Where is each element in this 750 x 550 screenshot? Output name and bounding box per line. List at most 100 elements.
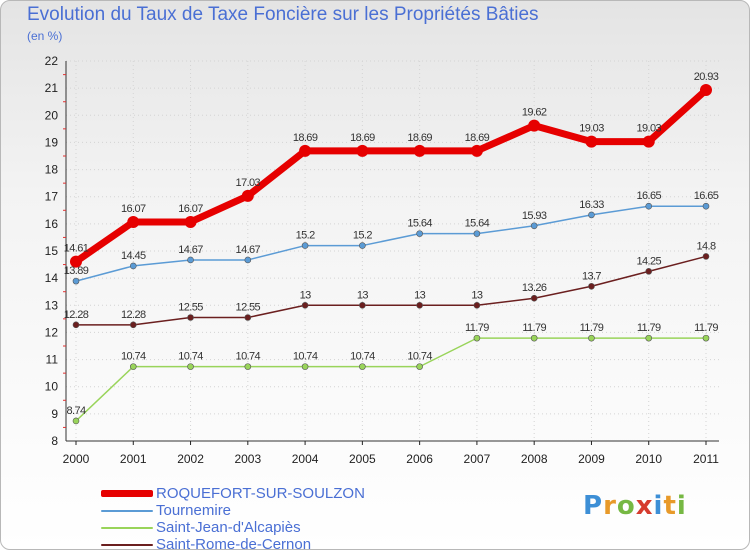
legend-item-roquefort[interactable]: ROQUEFORT-SUR-SOULZON [101,485,421,502]
axes [65,61,719,442]
chart-title: Evolution du Taux de Taxe Foncière sur l… [27,4,539,25]
chart-subtitle: (en %) [27,29,63,43]
data-point [530,294,538,302]
data-label: 14.67 [236,244,261,256]
data-point [702,253,710,260]
data-point [187,256,194,264]
data-label: 16.65 [694,190,719,202]
data-point [129,363,137,370]
series-line-0 [72,86,710,266]
data-point [642,135,655,148]
data-label: 15.64 [465,218,490,230]
y-tick-label: 15 [45,244,59,258]
data-label: 13.89 [64,265,89,277]
data-point [241,189,254,202]
data-point [702,202,710,210]
data-point [184,215,197,228]
data-label: 14.8 [696,240,715,252]
data-point [299,144,312,157]
legend-label: Saint-Jean-d'Alcapiès [156,519,301,536]
x-tick-label: 2002 [177,452,204,466]
grid-lines [66,60,719,442]
data-point [645,334,653,342]
data-label: 16.33 [579,199,604,211]
x-tick-label: 2004 [292,452,319,466]
data-label: 16.07 [178,203,203,215]
data-point [473,334,481,342]
data-point [588,282,595,290]
series-line-2 [75,337,707,422]
legend-swatch [101,490,153,497]
data-label: 18.69 [407,132,432,144]
data-label: 18.69 [465,132,490,144]
data-label: 15.2 [296,230,315,242]
data-label: 14.67 [178,244,203,256]
x-tick-label: 2000 [63,452,90,466]
data-label: 14.61 [64,243,89,255]
data-point [470,144,483,157]
data-point [416,230,423,237]
y-tick-label: 11 [46,353,59,367]
data-label: 17.03 [236,177,261,189]
data-point [72,417,80,425]
y-tick-label: 9 [51,407,58,421]
data-label: 13 [357,289,369,301]
data-point [244,314,252,321]
data-label: 10.74 [350,351,375,363]
y-axis-ticks: 8 9 10 11 12 13 14 15 16 17 18 19 20 21 22 [45,54,66,448]
x-tick-label: 2006 [406,452,433,466]
data-label: 16.07 [121,203,146,215]
data-point [588,334,595,342]
y-tick-label: 17 [45,190,59,204]
legend-item-tournemire[interactable]: Tournemire [101,502,421,519]
data-point [645,202,653,210]
data-label: 10.74 [407,351,432,363]
proxiti-logo: Proxiti [583,491,687,521]
legend-swatch [101,510,153,512]
legend: ROQUEFORT-SUR-SOULZON Tournemire Saint-J… [101,485,421,549]
data-label: 20.93 [694,71,719,83]
data-point [301,242,309,249]
data-label: 12.28 [64,309,89,321]
data-point [244,256,252,264]
data-label: 19.03 [636,123,661,135]
data-label: 12.55 [236,302,261,314]
data-label: 13 [471,289,483,301]
data-point [645,268,653,275]
data-label: 13.26 [522,282,547,294]
legend-item-saint-rome[interactable]: Saint-Rome-de-Cernon [101,536,421,549]
data-label: 19.62 [522,107,547,119]
y-tick-label: 18 [45,163,59,177]
legend-label: Tournemire [156,502,232,519]
x-tick-label: 2007 [464,452,491,466]
data-label: 11.79 [522,322,546,334]
data-label: 15.93 [522,210,547,222]
data-label: 19.03 [579,123,604,135]
data-label: 10.74 [293,351,318,363]
data-label: 11.79 [637,322,661,334]
data-label: 18.69 [293,132,318,144]
data-point [72,277,80,285]
data-label: 11.79 [694,322,718,334]
data-point [473,230,481,237]
series-line-3 [75,255,707,326]
data-point [70,255,82,268]
data-point [129,262,137,270]
data-point [585,135,598,148]
data-point [528,119,541,132]
data-point [244,363,252,370]
data-point [301,301,309,309]
data-point [359,242,366,249]
series-line-1 [75,205,707,282]
x-tick-label: 2008 [521,452,548,466]
data-labels: 8.74 10.74 10.74 10.74 10.74 10.74 10.74 11.79 1… [64,71,720,417]
data-label: 15.2 [353,230,372,242]
y-tick-label: 20 [45,108,59,122]
legend-item-saint-jean[interactable]: Saint-Jean-d'Alcapiès [101,519,421,536]
x-tick-label: 2009 [578,452,605,466]
data-label: 8.74 [66,405,85,417]
y-tick-label: 21 [45,81,59,95]
legend-label: ROQUEFORT-SUR-SOULZON [156,485,365,502]
data-label: 10.74 [121,351,146,363]
